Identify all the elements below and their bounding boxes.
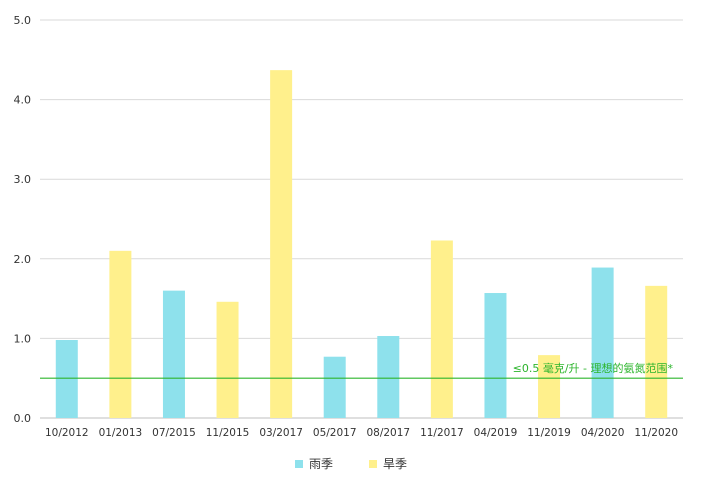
bar <box>270 70 293 418</box>
legend-label-rain: 雨季 <box>308 457 333 471</box>
x-tick-label: 11/2015 <box>206 427 250 439</box>
x-tick-label: 08/2017 <box>366 427 410 439</box>
y-tick-label: 1.0 <box>14 332 32 345</box>
legend-label-dry: 旱季 <box>383 457 408 471</box>
x-tick-label: 01/2013 <box>99 427 143 439</box>
bar <box>484 293 507 418</box>
bar <box>591 267 614 418</box>
legend-item-rain[interactable]: 雨季 <box>294 455 333 472</box>
y-tick-label: 0.0 <box>14 412 32 425</box>
legend-swatch-rain <box>294 459 303 468</box>
bar <box>55 339 78 418</box>
x-tick-label: 07/2015 <box>152 427 196 439</box>
bar <box>109 250 132 418</box>
x-tick-label: 11/2017 <box>420 427 464 439</box>
bar <box>430 240 453 418</box>
bar <box>216 301 239 418</box>
x-tick-label: 11/2019 <box>527 427 571 439</box>
x-tick-label: 03/2017 <box>259 427 303 439</box>
y-tick-label: 2.0 <box>14 253 32 266</box>
threshold-label: ≤0.5 毫克/升 - 理想的氨氮范围* <box>513 361 674 375</box>
bar <box>645 285 668 418</box>
legend-item-dry[interactable]: 旱季 <box>369 455 407 472</box>
x-tick-label: 11/2020 <box>634 427 678 439</box>
y-tick-label: 3.0 <box>14 173 32 186</box>
bar <box>538 355 561 418</box>
x-tick-label: 04/2019 <box>474 427 518 439</box>
x-tick-label: 05/2017 <box>313 427 357 439</box>
x-tick-label: 10/2012 <box>45 427 89 439</box>
bar <box>323 356 346 418</box>
legend-swatch-dry <box>369 459 377 468</box>
bar <box>377 336 400 418</box>
y-tick-label: 5.0 <box>14 14 32 27</box>
bar <box>162 290 185 418</box>
x-tick-label: 04/2020 <box>581 427 625 439</box>
y-tick-label: 4.0 <box>14 94 32 107</box>
legend: 雨季 旱季 <box>0 455 702 472</box>
